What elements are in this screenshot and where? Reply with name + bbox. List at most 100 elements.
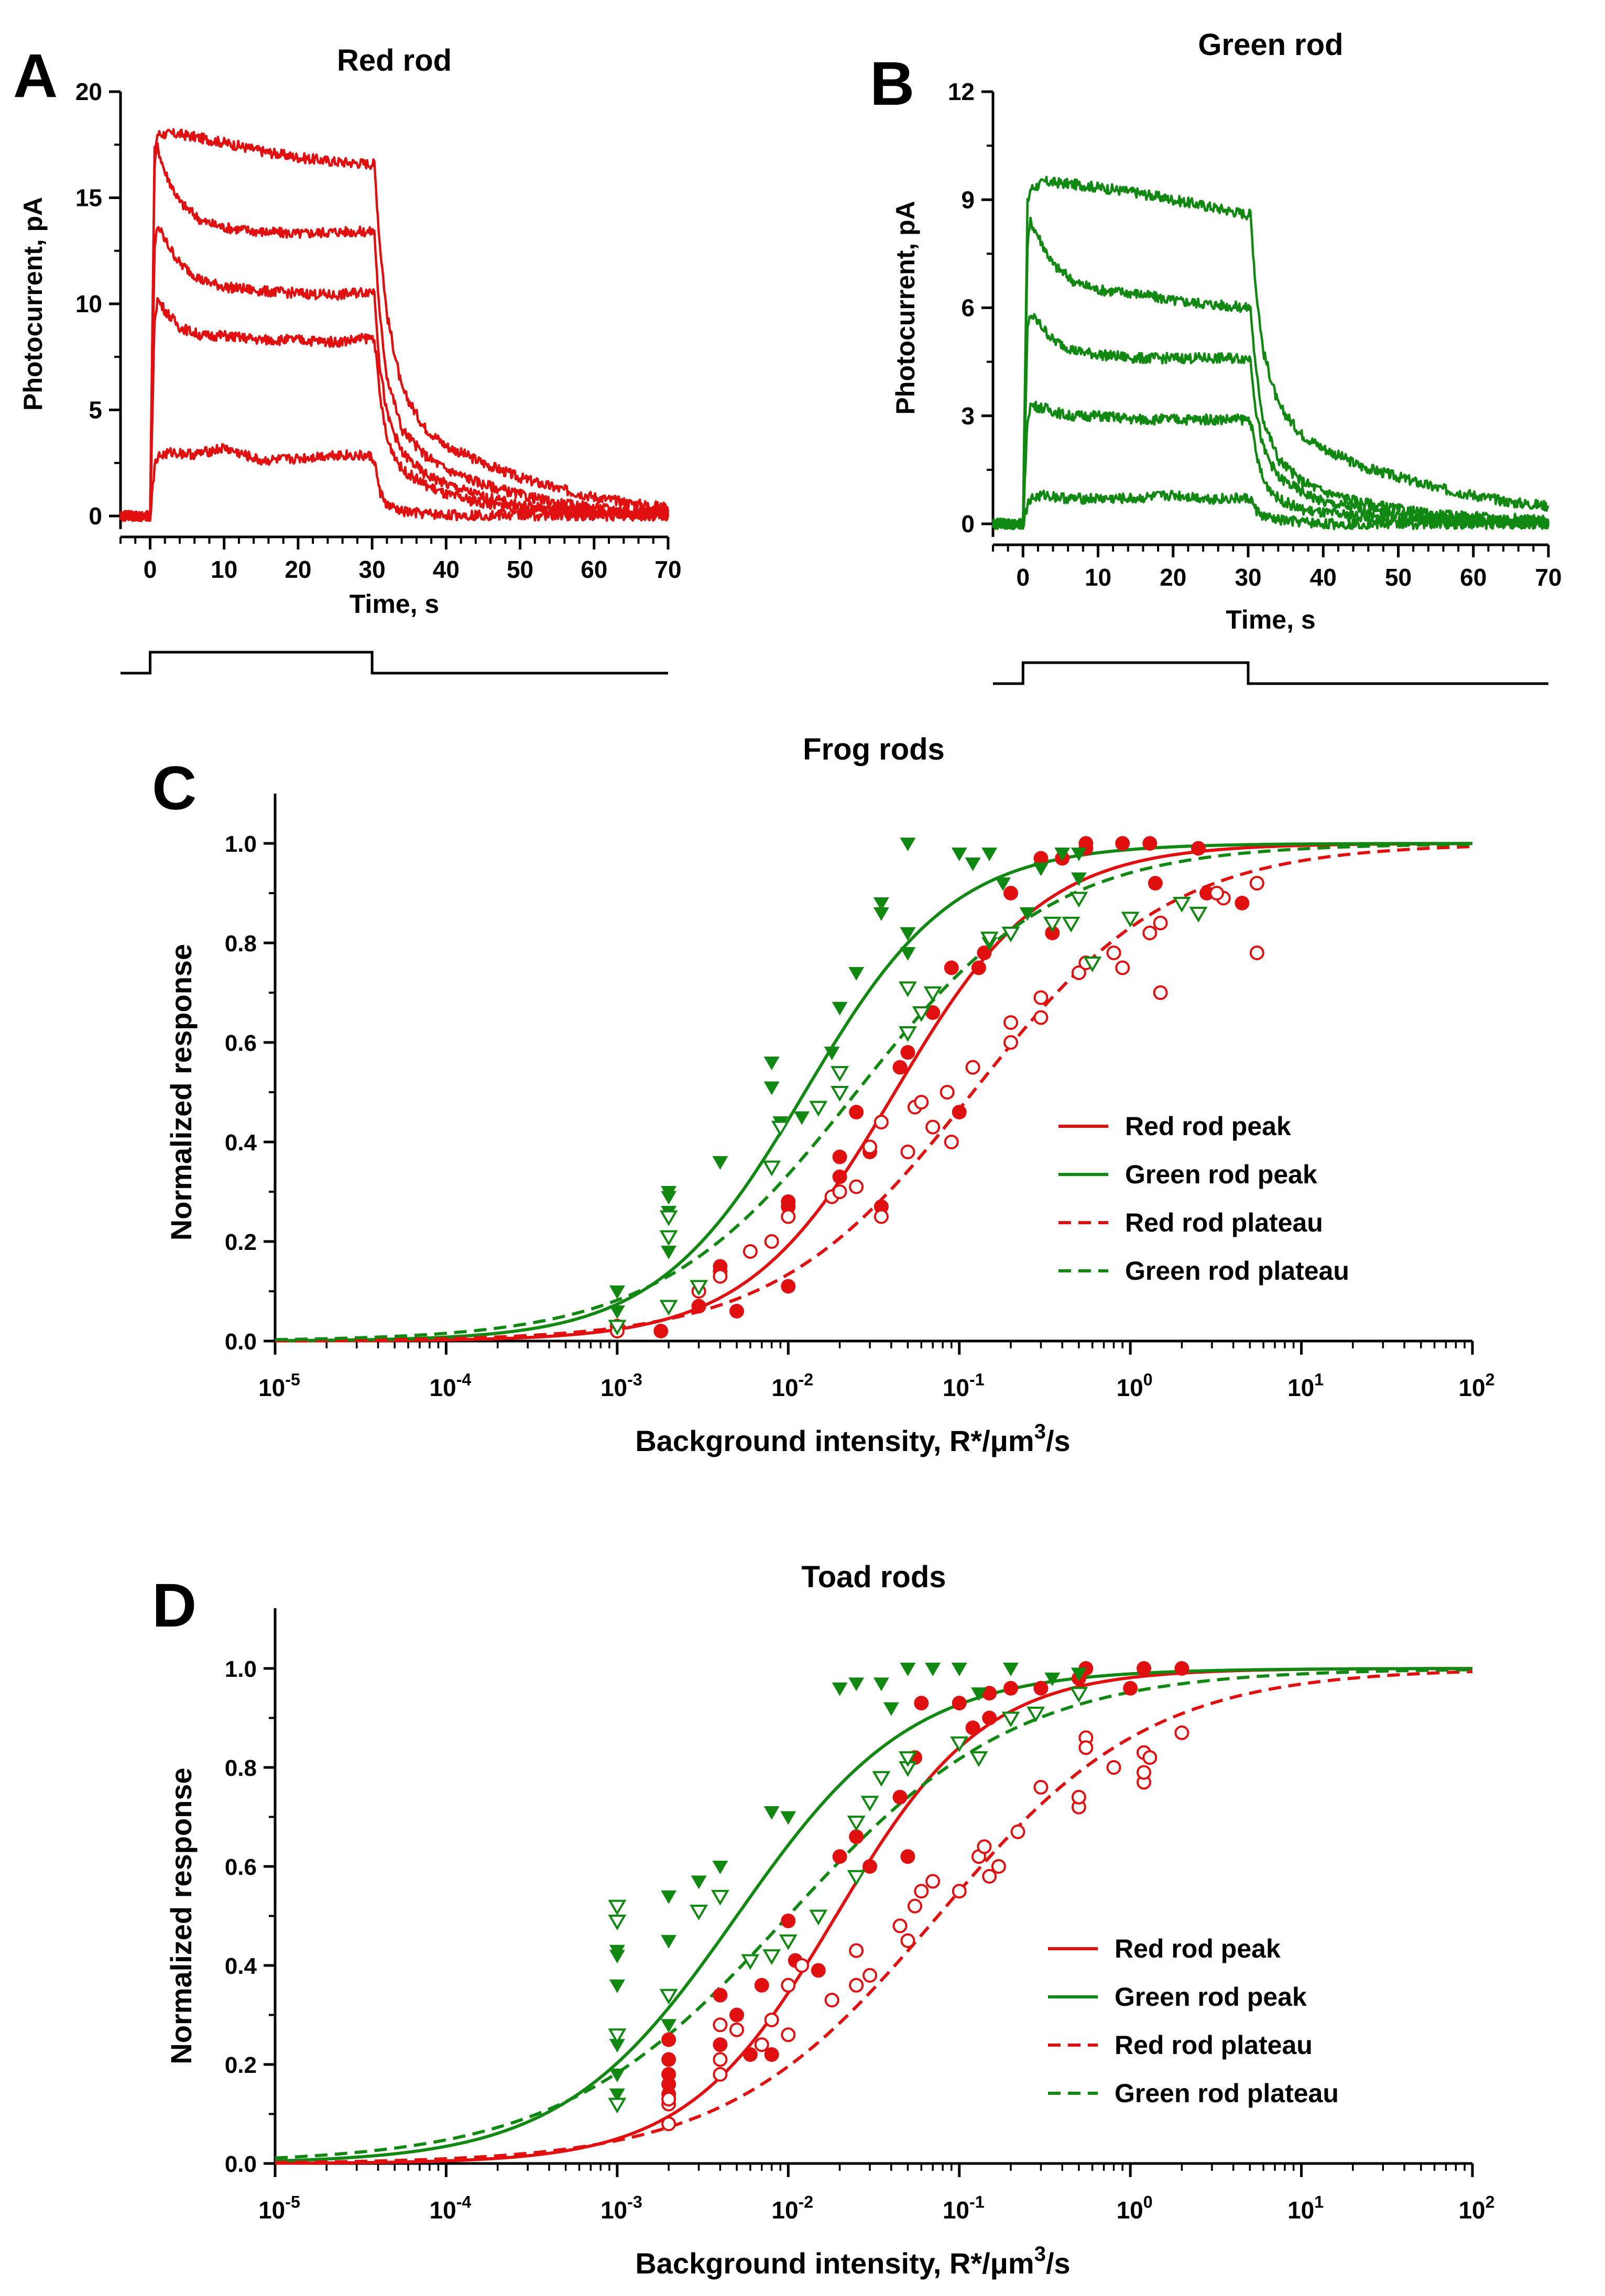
y-axis-label: Normalized response [165, 1767, 198, 2064]
stimulus-trace [993, 661, 1548, 685]
x-tick-label--4-exponent: -4 [456, 2192, 472, 2211]
x-tick-label--1-base: 10 [943, 1374, 969, 1401]
x-tick-label--2-base: 10 [771, 1374, 798, 1401]
point-red-rod-plateau [982, 1869, 997, 1884]
x-axis-label-main: Background intensity, R*/μm [635, 2247, 1034, 2280]
x-axis-label-tail: /s [1046, 2247, 1071, 2280]
x-axis-label-tail: /s [1046, 1424, 1071, 1457]
point-green-rod-peak [1054, 848, 1071, 861]
y-tick-label-6: 6 [961, 294, 975, 322]
point-red-rod-peak [1033, 1680, 1049, 1696]
y-tick-label-0.8: 0.8 [225, 931, 257, 957]
x-tick-label--3-exponent: -3 [627, 1370, 642, 1389]
point-green-rod-peak [763, 1081, 780, 1095]
x-tick-label-2-base: 10 [1458, 2196, 1485, 2224]
point-red-rod-peak [862, 1859, 878, 1874]
panel-a-title: Red rod [337, 43, 452, 78]
point-red-rod-plateau [1033, 1010, 1049, 1025]
y-tick-label-20: 20 [75, 78, 102, 105]
legend: Red rod peak Green rod peak Red rod platea… [1058, 1112, 1349, 1286]
point-green-rod-plateau [1083, 957, 1102, 972]
photocurrent-trace-1 [120, 128, 669, 522]
point-green-rod-plateau [659, 1300, 678, 1316]
x-tick-label--2-exponent: -2 [799, 1370, 814, 1389]
point-green-rod-plateau [847, 1870, 866, 1886]
x-tick-label-0: 100 [1117, 2192, 1153, 2224]
point-green-rod-peak [848, 967, 865, 981]
point-red-rod-peak [729, 2007, 745, 2023]
point-red-rod-peak [754, 1978, 769, 1993]
x-axis-label-exponent: 3 [1034, 2243, 1046, 2266]
point-red-rod-peak [1235, 896, 1250, 910]
x-tick-label--2-exponent: -2 [799, 2192, 814, 2211]
point-green-rod-peak [873, 1677, 889, 1691]
point-red-rod-plateau [743, 1244, 758, 1259]
x-tick-label-0-base: 10 [1117, 1374, 1143, 1401]
point-red-rod-plateau [849, 1943, 864, 1958]
point-red-rod-plateau [1078, 1740, 1094, 1755]
y-tick-label-5: 5 [89, 397, 102, 424]
point-red-rod-plateau [1033, 1779, 1049, 1795]
x-axis-label: Background intensity, R*/μm3/s [635, 2243, 1070, 2280]
point-green-rod-plateau [741, 1954, 760, 1970]
point-red-rod-plateau [794, 1958, 810, 1973]
point-red-rod-plateau [944, 1135, 959, 1149]
point-red-rod-peak [1148, 876, 1163, 891]
point-green-rod-plateau [690, 1905, 708, 1921]
point-green-rod-peak [763, 1057, 780, 1070]
point-red-rod-plateau [1174, 1725, 1189, 1740]
x-tick-label--4: 10-4 [430, 1370, 472, 1401]
x-tick-label-0: 100 [1117, 1370, 1153, 1401]
point-red-rod-peak [1191, 841, 1206, 856]
x-tick-label-0: 0 [144, 556, 157, 583]
panel-d: Toad rods 0.0 0.2 0.4 0.6 0.8 1.0 Normalized re… [165, 1560, 1495, 2280]
point-red-rod-plateau [1003, 1015, 1018, 1030]
legend-label-3: Red rod plateau [1115, 2030, 1313, 2060]
point-red-rod-peak [952, 1105, 967, 1119]
x-tick-label-30: 30 [359, 556, 386, 583]
panel-letter-a: A [13, 41, 58, 111]
point-green-rod-peak [609, 1945, 625, 1959]
x-tick-label-60: 60 [1460, 564, 1487, 591]
point-red-rod-peak [925, 1005, 941, 1020]
point-green-rod-plateau [831, 1066, 849, 1082]
point-green-rod-peak [661, 1890, 677, 1904]
panel-letter-d: D [152, 1571, 196, 1640]
point-green-rod-plateau [1001, 1711, 1020, 1728]
point-red-rod-peak [713, 2037, 728, 2052]
x-tick-label-2: 102 [1458, 1370, 1494, 1401]
point-green-rod-peak [965, 858, 981, 871]
point-red-rod-plateau [1142, 926, 1158, 940]
legend-label-2: Green rod peak [1125, 1160, 1317, 1189]
point-red-rod-plateau [1249, 876, 1264, 891]
point-red-rod-plateau [907, 1898, 922, 1914]
point-red-rod-peak [1123, 1680, 1138, 1696]
point-red-rod-peak [764, 2047, 779, 2062]
point-green-rod-peak [970, 1687, 987, 1701]
point-red-rod-plateau [781, 1978, 796, 1993]
y-axis: 0 5 10 15 20 Photocurrent, pA [18, 78, 122, 530]
y-tick-label-1.0: 1.0 [225, 831, 257, 857]
point-red-rod-plateau [1115, 960, 1130, 975]
y-tick-label-0: 0 [89, 502, 102, 530]
x-tick-label-0-exponent: 0 [1143, 1370, 1153, 1389]
point-red-rod-plateau [925, 1874, 941, 1889]
point-red-rod-plateau [849, 1978, 864, 1993]
y-axis-label: Photocurrent, pA [891, 201, 920, 414]
point-green-rod-plateau [690, 1280, 708, 1296]
photocurrent-trace-4 [119, 297, 670, 522]
point-red-rod-peak [1045, 926, 1060, 940]
point-green-rod-plateau [659, 1989, 678, 2005]
point-red-rod-peak [661, 2032, 676, 2047]
point-green-rod-plateau [923, 986, 942, 1002]
x-tick-label--1-exponent: -1 [969, 1370, 985, 1389]
x-tick-label-20: 20 [1160, 564, 1186, 591]
photocurrent-trace-4 [992, 400, 1550, 530]
point-red-rod-peak [832, 1169, 847, 1184]
x-tick-label-2-exponent: 2 [1486, 1370, 1495, 1389]
x-tick-label-2-base: 10 [1458, 1374, 1485, 1401]
point-red-rod-plateau [925, 1119, 941, 1135]
x-tick-label-0: 0 [1017, 564, 1030, 591]
point-red-rod-plateau [1153, 985, 1168, 1000]
y-tick-label-0.0: 0.0 [225, 2151, 257, 2177]
